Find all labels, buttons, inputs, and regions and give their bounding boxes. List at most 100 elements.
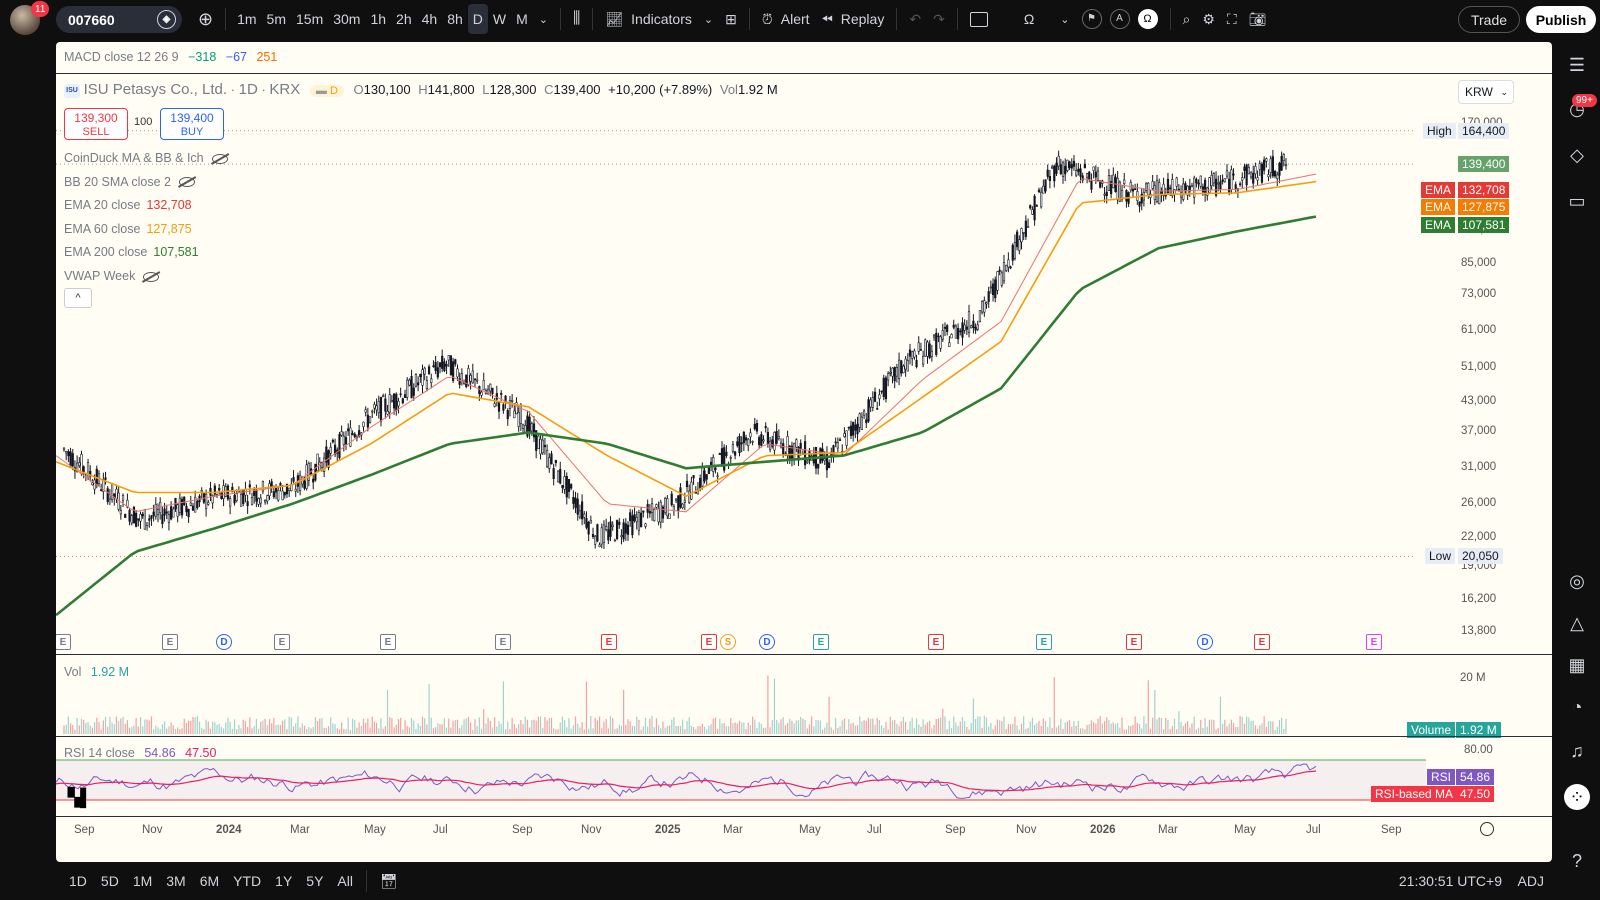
layout-square-icon[interactable] <box>964 4 994 34</box>
bell-icon[interactable]: ♫︎ <box>1570 740 1584 761</box>
calendar-icon[interactable]: ▦ <box>1568 654 1586 675</box>
ideas-icon[interactable]: △ <box>1570 612 1584 633</box>
pane-divider[interactable] <box>56 736 1552 737</box>
interval-w[interactable]: W <box>492 11 507 27</box>
interval-30m[interactable]: 30m <box>333 11 361 27</box>
shield-icon[interactable]: ◈ <box>157 10 176 29</box>
target-icon[interactable]: ◎ <box>1569 570 1585 591</box>
undo-icon[interactable]: ↶ <box>909 10 922 27</box>
interval-5m[interactable]: 5m <box>266 11 286 27</box>
omega-circle-button[interactable]: Ω <box>1132 4 1164 34</box>
event-marker[interactable]: E <box>1036 634 1052 650</box>
interval-8h[interactable]: 8h <box>447 11 463 27</box>
event-marker[interactable]: E <box>601 634 617 650</box>
market-status-badge[interactable]: ▬ D <box>309 85 344 97</box>
collapse-legend-button[interactable]: ^ <box>64 288 92 308</box>
event-marker[interactable]: D <box>216 634 232 650</box>
event-marker[interactable]: D <box>1197 634 1213 650</box>
indicator-legend-item[interactable]: EMA 60 close 127,875 <box>64 218 228 242</box>
interval-15m[interactable]: 15m <box>296 11 324 27</box>
indicator-legend-item[interactable]: BB 20 SMA close 2 <box>64 171 228 195</box>
sell-button[interactable]: 139,300 SELL <box>64 108 128 140</box>
event-marker[interactable]: E <box>928 634 944 650</box>
range-all[interactable]: All <box>337 873 353 889</box>
eye-off-icon[interactable] <box>143 271 160 282</box>
event-marker[interactable]: D <box>759 634 775 650</box>
event-marker[interactable]: E <box>813 634 829 650</box>
interval-1m[interactable]: 1m <box>237 11 257 27</box>
order-quantity[interactable]: 100 <box>134 116 153 128</box>
ema-line-ema-200[interactable] <box>56 215 1317 617</box>
redo-icon[interactable]: ↷ <box>933 10 945 27</box>
candles-icon[interactable]: ⫼ <box>573 10 581 27</box>
chat-icon[interactable]: ▭ <box>1568 190 1586 211</box>
layouts-icon[interactable]: ⊞ <box>725 10 737 27</box>
pane-divider[interactable] <box>56 73 1552 74</box>
eye-off-icon[interactable] <box>179 177 196 188</box>
apps-grid-icon[interactable]: ⁘ <box>1564 784 1590 810</box>
event-marker[interactable]: E <box>495 634 511 650</box>
event-marker[interactable]: E <box>1254 634 1270 650</box>
rsi-legend[interactable]: RSI 14 close 54.86 47.50 <box>64 746 216 760</box>
alert-button[interactable]: ⏰︎ Alert <box>756 4 816 34</box>
trade-button[interactable]: Trade <box>1458 6 1520 33</box>
range-5d[interactable]: 5D <box>100 873 119 889</box>
range-ytd[interactable]: YTD <box>233 873 262 889</box>
publish-button[interactable]: Publish <box>1526 6 1596 33</box>
event-marker[interactable]: E <box>56 634 71 650</box>
interval-d[interactable]: D <box>467 4 488 34</box>
camera-icon[interactable]: 📷︎ <box>1248 10 1267 27</box>
flag-icon[interactable]: ⚑ <box>1076 4 1108 34</box>
eye-off-icon[interactable] <box>211 153 228 164</box>
range-5y[interactable]: 5Y <box>306 873 324 889</box>
chevron-down-icon[interactable]: ⌄ <box>538 13 549 26</box>
rsi-line[interactable] <box>56 763 1317 799</box>
ema-line-ema-20[interactable] <box>56 173 1317 513</box>
interval-2h[interactable]: 2h <box>396 11 412 27</box>
broadcast-icon[interactable]: ◔ <box>1571 696 1583 717</box>
interval-1h[interactable]: 1h <box>370 11 387 27</box>
quick-search-icon[interactable]: ⌕ <box>1182 10 1191 27</box>
range-6m[interactable]: 6M <box>199 873 220 889</box>
buy-button[interactable]: 139,400 BUY <box>160 108 224 140</box>
letter-a-button[interactable]: A <box>1108 4 1132 34</box>
range-3m[interactable]: 3M <box>166 873 186 889</box>
event-marker[interactable]: E <box>701 634 717 650</box>
indicator-legend-item[interactable]: VWAP Week <box>64 265 228 289</box>
macd-legend[interactable]: MACD close 12 26 9 −318 −67 251 <box>64 50 277 64</box>
volume-legend[interactable]: Vol 1.92 M <box>64 665 129 679</box>
event-marker[interactable]: E <box>1126 634 1142 650</box>
indicator-legend-item[interactable]: EMA 20 close 132,708 <box>64 194 228 218</box>
settings-target-icon[interactable] <box>1480 822 1494 836</box>
rsi-ma-line[interactable] <box>56 770 1317 792</box>
tradingview-logo[interactable]: ▚▌ <box>68 788 92 807</box>
symbol-name[interactable]: ISU Petasys Co., Ltd. <box>83 81 228 98</box>
adjust-toggle[interactable]: ADJ <box>1517 873 1544 889</box>
settings-icon[interactable]: ⚙︎ <box>1202 10 1215 27</box>
chart-area[interactable]: MACD close 12 26 9 −318 −67 251 ISU ISU … <box>56 42 1552 862</box>
event-marker[interactable]: E <box>274 634 290 650</box>
pane-divider[interactable] <box>56 654 1552 655</box>
chart-canvas[interactable] <box>56 42 1552 862</box>
replay-button[interactable]: ⏪︎ Replay <box>816 4 891 34</box>
layers-icon[interactable]: ◇ <box>1570 144 1584 165</box>
range-1y[interactable]: 1Y <box>275 873 293 889</box>
watchlist-icon[interactable]: ☰ <box>1568 54 1586 75</box>
chevron-down-icon[interactable]: ⌄ <box>1060 13 1070 26</box>
event-marker[interactable]: S <box>720 634 736 650</box>
event-marker[interactable]: E <box>380 634 396 650</box>
indicator-legend-item[interactable]: EMA 200 close 107,581 <box>64 241 228 265</box>
currency-select[interactable]: KRW ⌄ <box>1458 80 1514 104</box>
omega-button[interactable]: Ω <box>1023 11 1035 27</box>
go-to-date-icon[interactable]: 📅︎ <box>379 872 398 889</box>
indicator-legend-item[interactable]: CoinDuck MA & BB & Ich <box>64 147 228 171</box>
range-1m[interactable]: 1M <box>132 873 153 889</box>
interval-m[interactable]: M <box>516 11 528 27</box>
clock-display[interactable]: 21:30:51 UTC+9 <box>1398 873 1502 889</box>
ema-line-ema-60[interactable] <box>56 180 1317 498</box>
event-marker[interactable]: E <box>162 634 178 650</box>
chevron-down-icon[interactable]: ⌄ <box>703 13 714 26</box>
add-symbol-icon[interactable]: ⊕ <box>198 8 214 29</box>
fullscreen-icon[interactable]: ⛶ <box>1226 10 1237 27</box>
interval-4h[interactable]: 4h <box>421 11 438 27</box>
